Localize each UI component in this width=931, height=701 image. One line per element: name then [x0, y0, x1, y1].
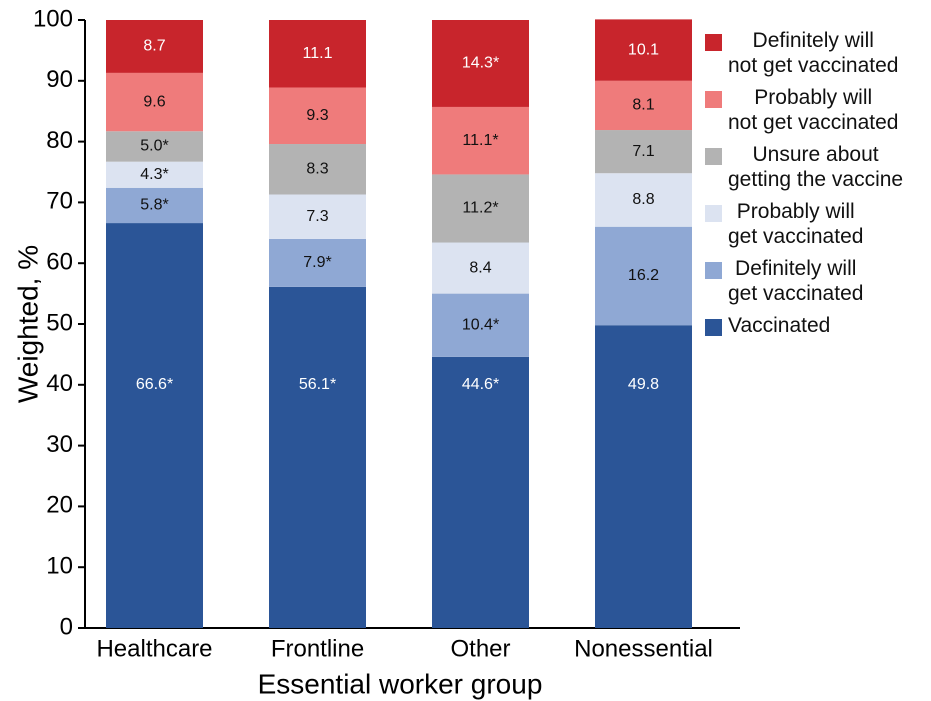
value-label: 8.1 [632, 97, 654, 114]
value-label: 44.6* [462, 376, 499, 393]
value-label: 8.4 [469, 259, 491, 276]
legend-swatch [705, 91, 722, 108]
value-label: 9.6 [143, 93, 165, 110]
legend-item: Probably will get vaccinated [705, 199, 930, 249]
y-tick-label: 100 [33, 5, 73, 32]
legend-label: Definitely will get vaccinated [728, 257, 864, 305]
y-tick-label: 70 [46, 188, 73, 215]
value-label: 11.1* [462, 132, 498, 149]
value-label: 16.2 [628, 267, 659, 284]
y-tick-label: 50 [46, 309, 73, 336]
x-tick-label: Nonessential [574, 635, 713, 662]
bar-segment [269, 194, 366, 239]
y-axis-label: Weighted, % [12, 245, 43, 403]
bar-segment [269, 238, 366, 287]
value-label: 49.8 [628, 376, 659, 393]
bar-segment [595, 19, 692, 81]
legend-item: Definitely will get vaccinated [705, 256, 930, 306]
value-label: 14.3* [462, 55, 499, 72]
value-label: 10.1 [628, 41, 659, 58]
legend-label: Probably will not get vaccinated [728, 86, 899, 134]
value-label: 8.7 [143, 38, 165, 55]
legend-label: Vaccinated [728, 314, 831, 337]
bar-segment [595, 130, 692, 174]
bar-segment [106, 161, 203, 188]
bar-segment [269, 286, 366, 628]
bar-segment [269, 87, 366, 145]
y-tick-label: 60 [46, 249, 73, 276]
value-label: 7.3 [306, 208, 328, 225]
value-label: 11.2* [462, 200, 498, 217]
bar-segment [106, 20, 203, 73]
legend-item: Vaccinated [705, 313, 930, 338]
bar-segment [432, 20, 529, 107]
legend-label: Definitely will not get vaccinated [728, 29, 899, 77]
bar-segment [106, 131, 203, 162]
y-tick-label: 0 [60, 613, 73, 640]
legend-label: Unsure about getting the vaccine [728, 143, 904, 191]
legend-item: Definitely will not get vaccinated [705, 28, 930, 78]
legend-swatch [705, 148, 722, 165]
bar-segment [106, 72, 203, 132]
x-tick-label: Frontline [271, 635, 364, 662]
bar-segment [432, 293, 529, 357]
value-label: 4.3* [140, 166, 168, 183]
y-tick-label: 90 [46, 66, 73, 93]
x-axis-label: Essential worker group [258, 668, 543, 699]
y-tick-label: 20 [46, 492, 73, 519]
bar-segment [432, 174, 529, 243]
value-label: 56.1* [299, 376, 336, 393]
value-label: 8.3 [306, 160, 328, 177]
legend-swatch [705, 262, 722, 279]
value-label: 8.8 [632, 191, 654, 208]
bar-segment [595, 173, 692, 227]
y-tick-label: 40 [46, 370, 73, 397]
bar-segment [595, 325, 692, 628]
value-label: 11.1 [303, 45, 333, 62]
bar-segment [106, 187, 203, 224]
bar-segment [432, 106, 529, 175]
legend: Definitely will not get vaccinated Probab… [705, 28, 930, 345]
value-label: 10.4* [462, 316, 499, 333]
x-tick-label: Healthcare [96, 635, 212, 662]
value-label: 7.1 [632, 143, 654, 160]
bar-segment [432, 356, 529, 628]
legend-swatch [705, 34, 722, 51]
legend-swatch [705, 319, 722, 336]
value-label: 9.3 [306, 107, 328, 124]
bar-segment [432, 242, 529, 294]
bar-segment [595, 80, 692, 131]
legend-swatch [705, 205, 722, 222]
x-tick-label: Other [450, 635, 510, 662]
bar-segment [269, 144, 366, 195]
y-tick-label: 30 [46, 431, 73, 458]
y-tick-label: 80 [46, 127, 73, 154]
legend-item: Probably will not get vaccinated [705, 85, 930, 135]
legend-item: Unsure about getting the vaccine [705, 142, 930, 192]
value-label: 66.6* [136, 376, 173, 393]
bar-segment [269, 20, 366, 88]
value-label: 7.9* [303, 254, 331, 271]
value-label: 5.8* [140, 197, 168, 214]
bar-segment [595, 226, 692, 326]
legend-label: Probably will get vaccinated [728, 200, 864, 248]
bar-segment [106, 223, 203, 628]
y-tick-label: 10 [46, 553, 73, 580]
value-label: 5.0* [140, 138, 168, 155]
